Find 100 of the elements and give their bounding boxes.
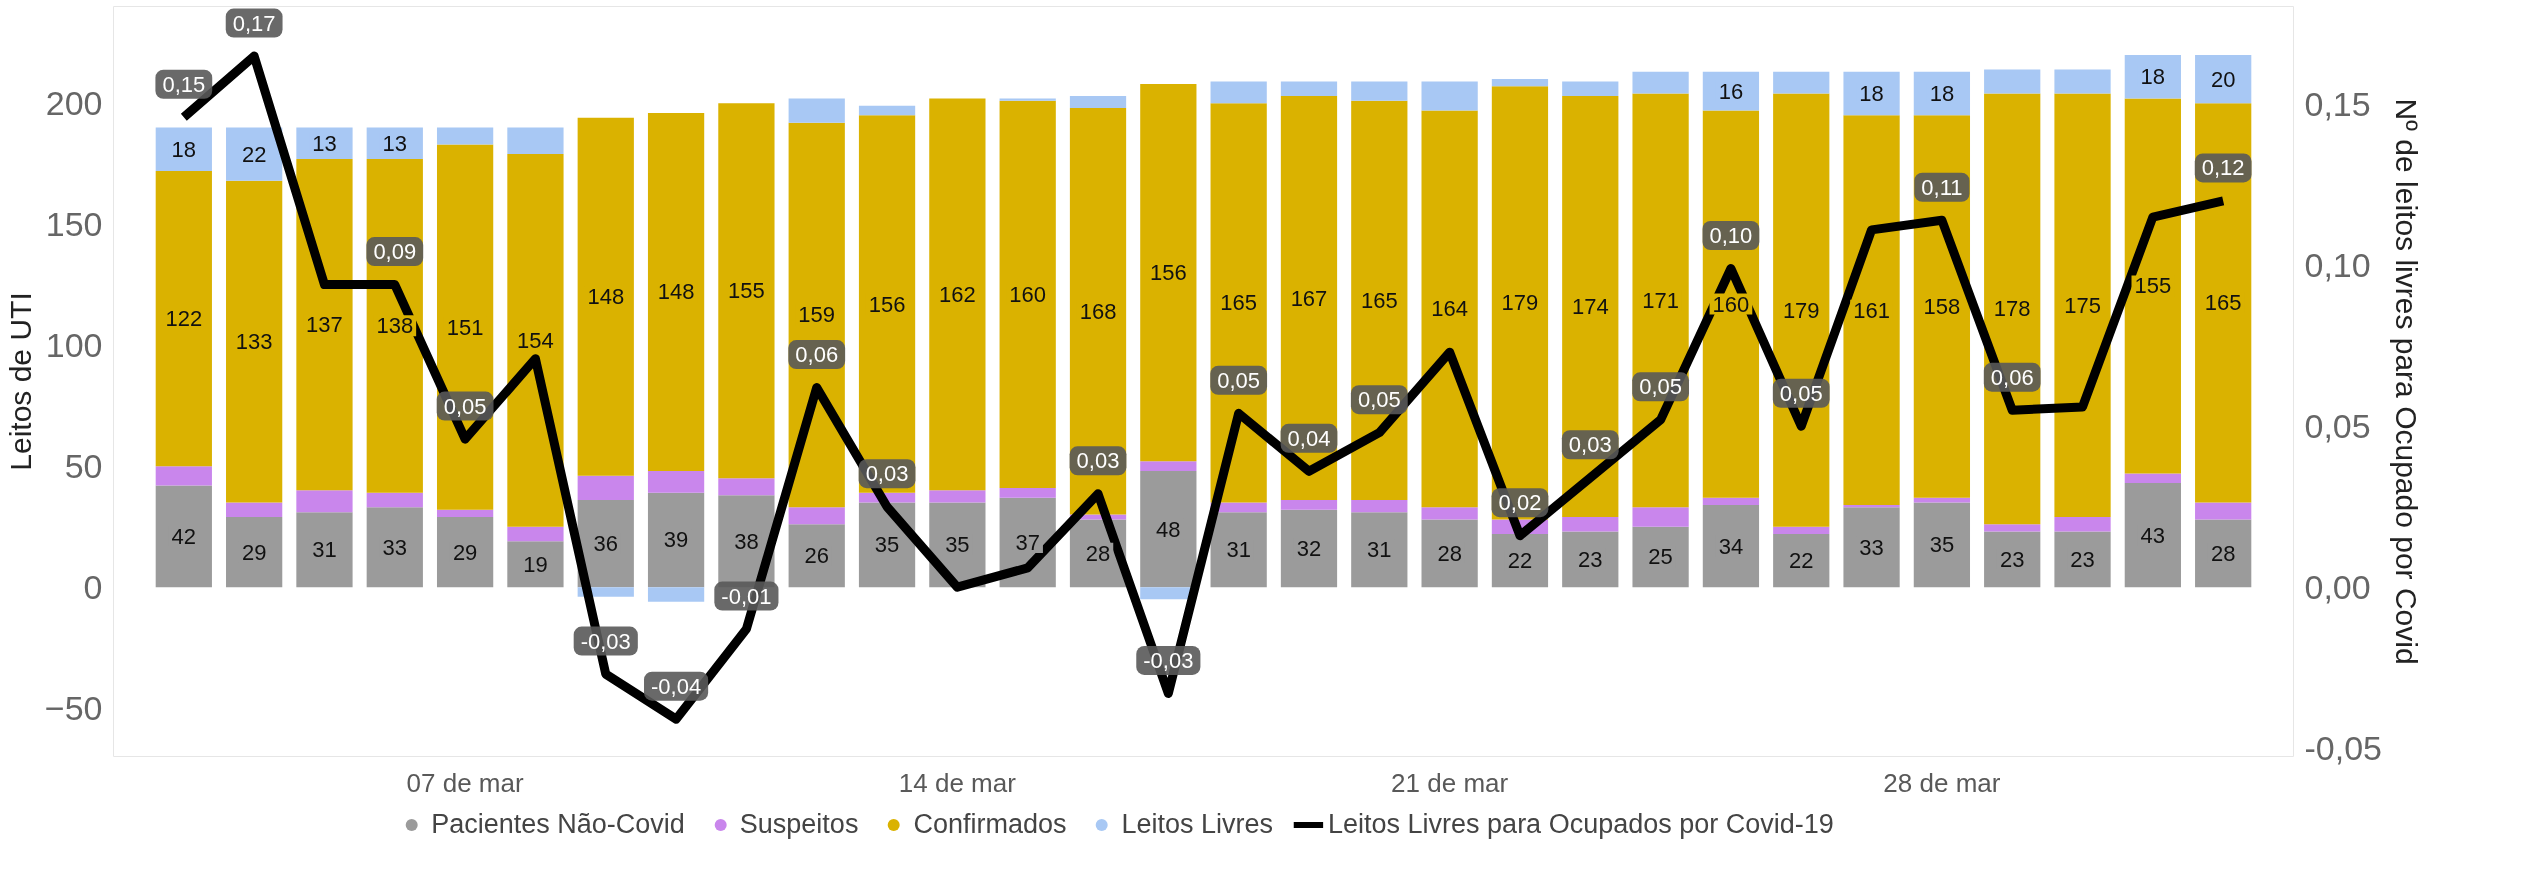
bar	[577, 117, 634, 476]
data-label: 20	[2210, 66, 2236, 92]
data-label: 175	[2064, 292, 2101, 318]
y-tick-label: 50	[64, 446, 103, 485]
data-label: 0,10	[1709, 223, 1753, 249]
data-label: 0,06	[1990, 364, 2034, 390]
data-label: 158	[1923, 294, 1961, 319]
data-label: 34	[1718, 533, 1744, 559]
data-label: 155	[728, 278, 765, 304]
data-label: 0,05	[1217, 367, 1261, 393]
data-label: 156	[868, 291, 906, 317]
legend-label: Suspeitos	[739, 808, 859, 840]
data-label: 171	[1642, 287, 1679, 313]
data-label: 0,03	[865, 461, 909, 487]
bar	[647, 587, 705, 602]
y-tick-label: 150	[45, 204, 103, 243]
data-label: 0,03	[1076, 448, 1120, 474]
data-label: 122	[165, 306, 203, 332]
bar	[1843, 507, 1900, 588]
bar	[2054, 69, 2111, 94]
bar	[1421, 81, 1478, 111]
data-label: 22	[1789, 548, 1814, 574]
bar	[507, 526, 564, 542]
bar	[1351, 100, 1408, 501]
data-label: -0,04	[651, 673, 702, 699]
bar	[226, 180, 283, 503]
bar	[647, 471, 705, 493]
data-label: 151	[446, 314, 484, 340]
bar	[1562, 516, 1619, 532]
data-label: 0,02	[1498, 490, 1542, 516]
data-label: 35	[874, 532, 900, 558]
data-label: 38	[734, 528, 759, 554]
bar	[2054, 93, 2111, 517]
data-label: 13	[312, 130, 337, 156]
bar	[155, 485, 212, 588]
bar	[1140, 461, 1197, 472]
data-label: 0,11	[1921, 174, 1963, 200]
data-label: 0,12	[2201, 155, 2245, 181]
data-label: 25	[1648, 544, 1673, 570]
bar	[2195, 103, 2252, 503]
bar	[858, 105, 916, 116]
bar	[2195, 502, 2252, 520]
y-tick-label: 0	[83, 567, 103, 606]
y2-axis-title: Nº de leitos livres para Ocupado por Covid	[2390, 98, 2423, 665]
data-label: 28	[2210, 540, 2236, 566]
bar	[1562, 96, 1619, 517]
data-label: 0,06	[795, 342, 839, 368]
x-tick-label: 14 de mar	[898, 767, 1017, 798]
bar	[366, 507, 423, 588]
bar	[155, 171, 212, 467]
data-label: 179	[1501, 290, 1539, 316]
bar	[1351, 500, 1408, 513]
bar	[1702, 504, 1760, 588]
data-label: 36	[593, 531, 619, 557]
bar	[2124, 473, 2181, 484]
bar	[507, 154, 564, 527]
y-tick-label: 200	[45, 83, 103, 122]
data-label: 0,03	[1568, 432, 1612, 458]
bar	[929, 490, 986, 503]
bar	[1210, 81, 1267, 104]
data-label: 162	[939, 281, 976, 307]
data-label: 18	[171, 136, 197, 162]
data-label: 18	[1929, 81, 1955, 107]
data-label: 31	[1367, 537, 1392, 563]
data-label: 22	[241, 141, 267, 167]
data-label: 133	[235, 329, 273, 355]
bar	[1140, 471, 1197, 588]
y2-tick-label: 0,10	[2304, 245, 2371, 284]
data-label: 28	[1437, 540, 1462, 566]
data-label: 155	[2134, 273, 2172, 299]
bar	[718, 478, 775, 496]
bar	[1280, 96, 1338, 501]
bar	[647, 492, 705, 588]
data-label: 161	[1853, 297, 1890, 323]
y2-tick-label: -0,05	[2304, 728, 2382, 767]
data-label: 0,04	[1287, 425, 1331, 451]
bar	[2124, 98, 2181, 474]
data-label: 16	[1718, 78, 1744, 104]
bar	[1562, 81, 1619, 97]
bar	[788, 98, 845, 123]
bar	[999, 487, 1056, 498]
data-label: 37	[1015, 529, 1040, 555]
bar	[1913, 502, 1971, 588]
bar	[296, 158, 353, 491]
data-label: 0,05	[443, 393, 487, 419]
data-label: 48	[1156, 516, 1181, 542]
data-label: -0,03	[580, 628, 631, 654]
data-label: 26	[804, 543, 829, 569]
data-label: 178	[1993, 296, 2031, 322]
bar	[1421, 507, 1478, 520]
bar	[1984, 69, 2041, 94]
data-label: 179	[1782, 297, 1820, 323]
data-label: 165	[1220, 290, 1258, 316]
bar	[1843, 115, 1900, 505]
data-label: 33	[382, 534, 408, 560]
bar	[1773, 71, 1830, 94]
bar	[999, 98, 1056, 101]
legend-label: Leitos Livres para Ocupados por Covid-19	[1328, 808, 1834, 840]
bar	[2124, 483, 2181, 588]
x-tick-label: 07 de mar	[406, 767, 524, 798]
